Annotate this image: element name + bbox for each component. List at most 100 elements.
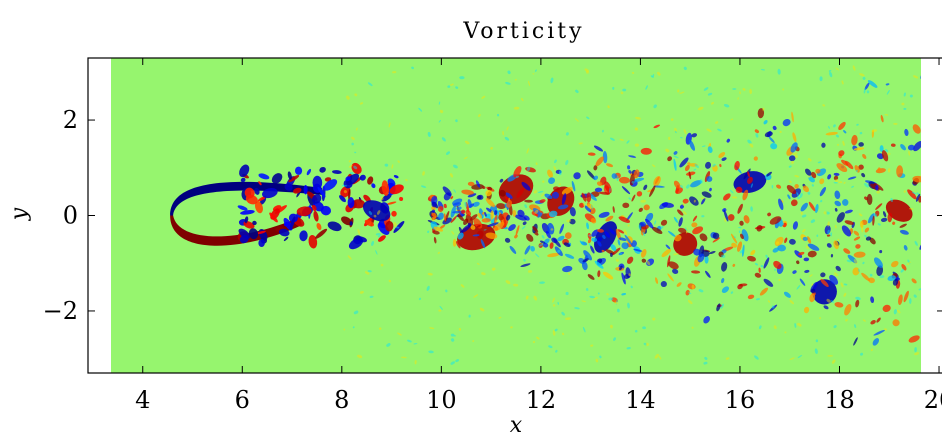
background-ripple	[364, 271, 370, 275]
wake-eddy	[604, 181, 612, 194]
background-ripple	[478, 114, 481, 117]
wake-eddy	[514, 234, 518, 239]
background-ripple	[536, 336, 540, 340]
wake-eddy	[865, 236, 872, 241]
x-tick-label: 18	[824, 386, 855, 414]
wake-eddy	[864, 227, 870, 233]
background-ripple	[533, 190, 538, 194]
wake-eddy	[861, 172, 866, 178]
background-ripple	[351, 136, 355, 141]
wake-eddy	[768, 136, 775, 143]
wake-eddy	[737, 241, 743, 252]
wake-eddy	[467, 193, 477, 198]
background-ripple	[355, 127, 358, 131]
wake-eddy	[904, 128, 909, 137]
wake-eddy	[747, 176, 753, 184]
background-ripple	[588, 243, 591, 247]
background-ripple	[505, 81, 511, 85]
background-ripple	[589, 295, 596, 299]
near-wake-eddy	[258, 173, 270, 180]
background-ripple	[525, 295, 529, 300]
background-ripple	[552, 329, 556, 336]
near-wake-eddy	[331, 170, 342, 174]
background-ripple	[893, 122, 898, 125]
wake-eddy	[853, 251, 866, 258]
wake-eddy	[524, 245, 531, 255]
background-ripple	[730, 118, 734, 121]
background-ripple	[860, 352, 864, 356]
wake-eddy	[584, 205, 592, 213]
near-wake-eddy	[283, 236, 289, 242]
wake-eddy	[639, 221, 646, 227]
wake-eddy	[759, 287, 769, 296]
background-ripple	[537, 190, 544, 194]
background-ripple	[450, 361, 455, 365]
background-ripple	[815, 339, 819, 343]
background-ripple	[739, 91, 741, 95]
background-ripple	[550, 77, 554, 84]
wake-eddy	[688, 171, 692, 180]
background-ripple	[794, 323, 797, 328]
wake-eddy	[626, 256, 634, 264]
wake-eddy	[456, 206, 462, 211]
background-ripple	[833, 272, 839, 277]
wake-eddy	[544, 193, 553, 200]
wake-eddy	[641, 258, 647, 263]
background-ripple	[491, 267, 496, 271]
background-ripple	[673, 253, 679, 256]
background-ripple	[654, 353, 659, 359]
near-wake-eddy	[243, 221, 255, 229]
background-ripple	[901, 102, 905, 106]
wake-eddy	[587, 274, 595, 280]
background-ripple	[542, 180, 545, 183]
background-ripple	[420, 185, 427, 188]
background-ripple	[711, 101, 715, 105]
background-ripple	[388, 279, 392, 283]
near-wake-eddy	[381, 180, 390, 196]
wake-eddy	[931, 222, 942, 231]
y-tick-label: 2	[63, 106, 78, 134]
wake-eddy	[792, 270, 797, 274]
wake-eddy	[923, 160, 927, 163]
background-ripple	[938, 178, 942, 183]
background-ripple	[871, 129, 878, 133]
wake-eddy	[505, 196, 509, 201]
background-ripple	[598, 276, 602, 280]
background-ripple	[584, 68, 589, 72]
near-wake-eddy	[269, 212, 278, 223]
wake-eddy	[712, 232, 720, 240]
background-ripple	[502, 130, 505, 136]
wake-eddy	[834, 302, 844, 308]
wake-eddy	[786, 185, 797, 195]
wake-eddy	[754, 129, 759, 134]
wake-eddy	[461, 189, 474, 195]
wake-eddy	[477, 212, 483, 219]
wake-eddy	[827, 174, 832, 180]
near-wake-eddy	[327, 221, 342, 232]
background-ripple	[796, 284, 801, 290]
wake-eddy	[673, 151, 678, 155]
wake-eddy	[431, 201, 438, 208]
wake-eddy	[611, 247, 621, 256]
wake-eddy	[452, 238, 457, 247]
background-ripple	[819, 199, 823, 203]
wake-eddy	[915, 193, 921, 202]
background-ripple	[566, 219, 571, 223]
background-ripple	[827, 229, 830, 235]
wake-eddy	[936, 154, 942, 162]
background-ripple	[909, 208, 914, 210]
wake-eddy	[450, 196, 454, 200]
background-ripple	[863, 88, 866, 94]
x-axis-label: x	[510, 413, 523, 436]
background-ripple	[932, 187, 934, 190]
background-ripple	[552, 304, 556, 307]
wake-eddy	[487, 222, 499, 227]
wake-eddy	[452, 202, 462, 207]
chart-title: Vorticity	[462, 19, 584, 44]
background-ripple	[558, 170, 562, 176]
wake-eddy	[667, 156, 673, 162]
near-wake-eddy	[345, 176, 351, 182]
near-wake-eddy	[363, 194, 371, 203]
background-ripple	[886, 90, 890, 95]
background-ripple	[388, 122, 391, 128]
